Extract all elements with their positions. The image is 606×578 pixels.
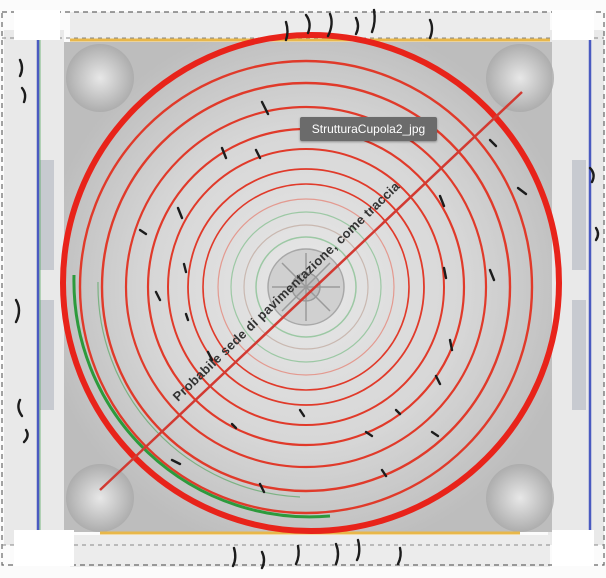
handwritten-marks — [14, 8, 600, 570]
green-arc — [72, 274, 331, 519]
central-rosette — [267, 248, 345, 326]
left-wall-strip — [4, 30, 64, 545]
bottom-wall-strip — [70, 535, 550, 567]
outer-thick-ring — [60, 32, 562, 534]
image-filename-tooltip: StrutturaCupola2_jpg — [300, 117, 437, 141]
inner-pale-rings — [217, 198, 395, 376]
dashed-frame — [1, 11, 605, 566]
diagonal-axis-line — [99, 91, 523, 491]
red-concentric-rings — [78, 59, 534, 515]
